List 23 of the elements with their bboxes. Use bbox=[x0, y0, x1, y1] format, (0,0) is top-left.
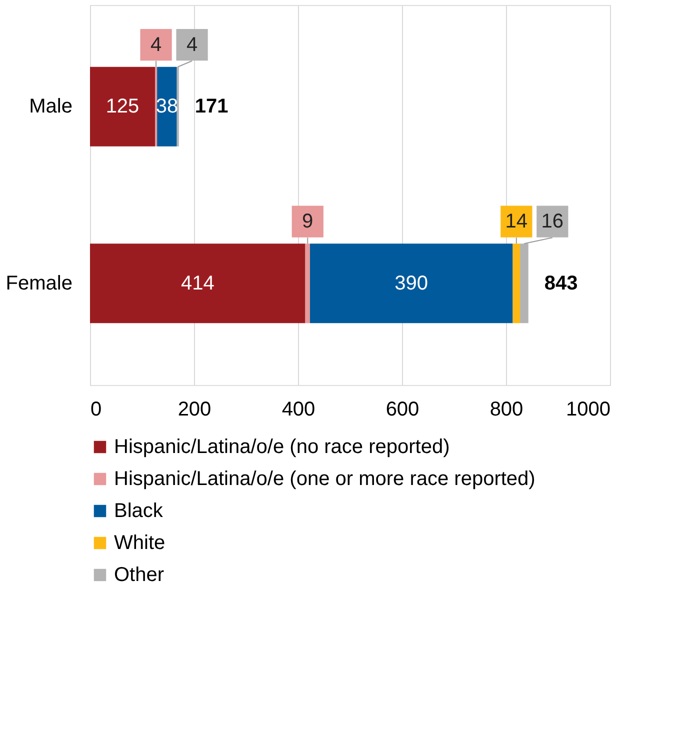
x-tick-label: 200 bbox=[178, 398, 212, 420]
data-label: 14 bbox=[505, 210, 528, 233]
data-label: 390 bbox=[394, 272, 428, 294]
data-label: 414 bbox=[180, 272, 214, 294]
x-tick-label: 400 bbox=[282, 398, 316, 420]
data-label: 125 bbox=[106, 96, 140, 118]
y-tick-label: Male bbox=[29, 96, 72, 118]
total-label: 171 bbox=[194, 96, 228, 118]
legend-label: Black bbox=[114, 500, 164, 522]
data-label: 4 bbox=[186, 34, 198, 56]
x-tick-label: 800 bbox=[490, 398, 524, 420]
legend-label: Other bbox=[114, 564, 164, 586]
total-label: 843 bbox=[544, 272, 578, 294]
data-label: 4 bbox=[150, 34, 162, 56]
data-label: 16 bbox=[541, 210, 564, 233]
y-tick-label: Female bbox=[6, 272, 72, 294]
legend-label: Hispanic/Latina/o/e (no race reported) bbox=[114, 436, 450, 458]
data-label: 9 bbox=[302, 210, 314, 233]
legend-label: White bbox=[114, 532, 166, 554]
x-tick-label: 1000 bbox=[566, 398, 610, 420]
x-tick-label: 600 bbox=[386, 398, 420, 420]
legend-label: Hispanic/Latina/o/e (one or more race reported) bbox=[114, 468, 536, 490]
x-tick-label: 0 bbox=[90, 398, 102, 420]
